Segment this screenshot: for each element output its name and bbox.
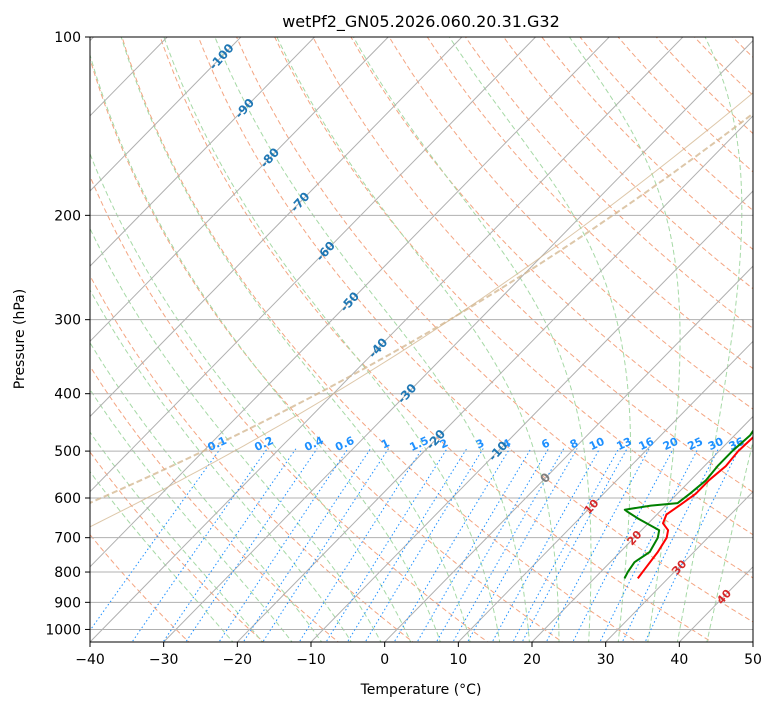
isotherm-line [90, 37, 463, 418]
isotherm-line [604, 490, 753, 642]
y-tick-label: 700 [54, 531, 81, 547]
mixing-ratio-label: 25 [686, 435, 705, 453]
x-axis-ticks: −40 −30 −20 −10 0 10 20 30 40 50 [75, 642, 762, 668]
mixing-ratio-line [346, 448, 468, 642]
moist-adiabat [90, 470, 234, 642]
x-tick-label: −10 [296, 652, 326, 668]
mixing-ratio-line [90, 448, 221, 632]
dry-adiabat [388, 37, 753, 410]
isotherm-line [90, 37, 537, 493]
x-tick-label: 0 [380, 652, 389, 668]
mixing-ratio-label: 30 [706, 435, 726, 453]
x-tick-label: 30 [597, 652, 615, 668]
y-axis-ticks: 1000 900 800 700 600 500 400 300 200 100 [45, 30, 90, 638]
chart-title: wetPf2_GN05.2026.060.20.31.G32 [282, 12, 560, 32]
isotherm-line [90, 37, 316, 267]
moist-adiabat [90, 53, 441, 642]
mixing-ratio-line [298, 448, 423, 642]
isotherm-line [90, 37, 684, 642]
dry-adiabat [90, 175, 489, 642]
x-tick-label: 10 [449, 652, 467, 668]
dry-adiabat [274, 37, 753, 536]
dry-adiabat [236, 37, 753, 579]
y-tick-label: 1000 [45, 622, 81, 638]
mixing-ratio-line [185, 448, 318, 642]
mixing-ratio-line [364, 448, 484, 642]
dry-adiabat [312, 37, 753, 493]
dry-adiabat [159, 37, 713, 642]
isotherm-line [531, 415, 753, 642]
lcl-curve [90, 92, 753, 528]
x-tick-label: 50 [744, 652, 762, 668]
isotherm-line [90, 37, 389, 343]
mixing-ratio-line [262, 448, 390, 642]
mixing-ratio-line [131, 448, 268, 642]
lcl-curves [90, 92, 753, 528]
isotherm-line [383, 265, 753, 642]
dry-adiabat [426, 37, 753, 370]
moist-adiabat [90, 341, 323, 642]
plot-area: 0.1 0.2 0.4 0.6 1 1.5 2 3 4 6 8 10 13 16 20 25 30 36-100-… [90, 37, 753, 642]
mixing-ratio-line [491, 448, 601, 642]
moist-adiabat [90, 388, 293, 642]
temperature-profile [637, 435, 753, 579]
mixing-ratio-line [162, 448, 297, 642]
x-tick-label: −30 [149, 652, 179, 668]
mixing-ratio-label: 10 [587, 435, 607, 453]
mixing-ratio-line [466, 448, 578, 642]
lcl-curve [90, 112, 753, 504]
isotherm-line [310, 190, 753, 642]
y-tick-label: 300 [54, 313, 81, 329]
plot-frame [89, 36, 754, 643]
isotherm-line [90, 37, 610, 568]
mixing-ratio-line [218, 448, 349, 642]
y-tick-label: 200 [54, 208, 81, 224]
x-tick-label: 20 [523, 652, 541, 668]
isotherm-line [162, 39, 753, 642]
mixing-ratio-line [242, 448, 372, 642]
dry-adiabats [90, 37, 753, 642]
moist-adiabat [90, 288, 352, 642]
mixing-ratio-line [599, 448, 699, 642]
moist-adiabat [90, 431, 264, 642]
isotherm-line [457, 340, 753, 642]
isotherm-line [236, 115, 753, 642]
y-tick-label: 600 [54, 491, 81, 507]
mixing-ratio-line [393, 448, 511, 642]
mixing-ratio-line [325, 448, 448, 642]
y-tick-label: 900 [54, 595, 81, 611]
isotherm-line [90, 37, 242, 192]
mixing-ratio-label: 20 [661, 435, 681, 453]
y-tick-label: 500 [54, 444, 81, 460]
y-tick-label: 400 [54, 387, 81, 403]
grid-lines [90, 37, 753, 642]
y-axis-label: Pressure (hPa) [12, 289, 28, 389]
x-tick-label: −20 [223, 652, 253, 668]
mixing-ratio-label: 13 [615, 435, 634, 453]
x-tick-label: 40 [670, 652, 688, 668]
dewpoint-profile [623, 429, 753, 579]
mixing-ratio-line [416, 448, 532, 642]
mixing-ratio-label: 16 [637, 435, 657, 453]
x-axis-label: Temperature (°C) [360, 682, 482, 698]
mixing-ratio-line [572, 448, 674, 642]
x-tick-label: −40 [75, 652, 105, 668]
y-tick-label: 800 [54, 565, 81, 581]
moist-adiabat [90, 227, 382, 642]
dry-adiabat [90, 451, 265, 642]
y-tick-label: 100 [54, 30, 81, 46]
profile-series [623, 429, 753, 579]
mixing-ratio-line [644, 448, 740, 642]
